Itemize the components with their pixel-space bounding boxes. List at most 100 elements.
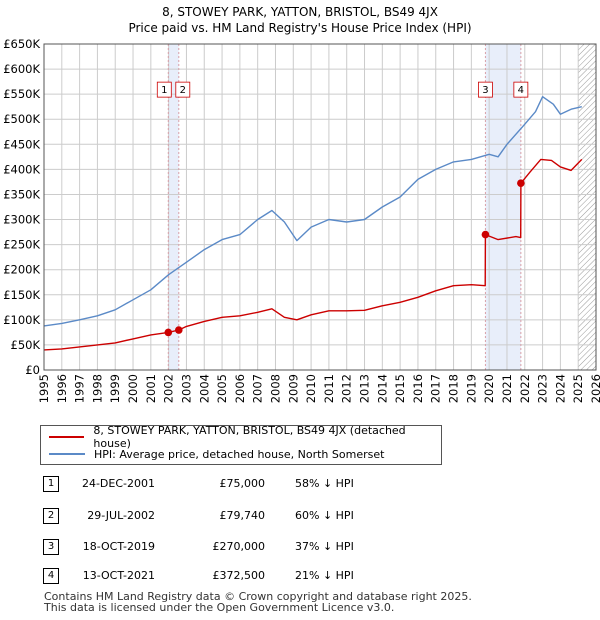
y-tick-label: £50K — [11, 338, 41, 352]
transaction-row: 4 13-OCT-2021 £372,500 21% ↓ HPI — [0, 568, 600, 590]
transaction-price: £270,000 — [212, 540, 266, 553]
x-tick-label: 2016 — [411, 374, 425, 403]
x-tick-label: 2006 — [233, 374, 247, 403]
x-tick-label: 2010 — [304, 374, 318, 403]
x-tick-label: 1995 — [37, 374, 51, 403]
x-tick-label: 2007 — [251, 374, 265, 403]
x-tick-label: 2002 — [162, 374, 176, 403]
transaction-row: 1 24-DEC-2001 £75,000 58% ↓ HPI — [0, 476, 600, 498]
transaction-point — [481, 230, 490, 239]
x-tick-label: 1998 — [90, 374, 104, 403]
transaction-number: 1 — [43, 476, 59, 492]
y-tick-label: £250K — [3, 238, 40, 252]
x-tick-label: 2009 — [286, 374, 300, 403]
x-tick-label: 2021 — [500, 374, 514, 403]
transaction-row: 2 29-JUL-2002 £79,740 60% ↓ HPI — [0, 508, 600, 530]
x-tick-label: 2026 — [589, 374, 600, 403]
transaction-price: £75,000 — [219, 477, 266, 490]
forecast-hatch — [578, 44, 596, 370]
x-tick-label: 2014 — [375, 374, 389, 403]
x-tick-label: 2017 — [429, 374, 443, 403]
transaction-label-box — [513, 81, 529, 98]
transaction-label: 2 — [180, 85, 186, 96]
property-price-line — [43, 158, 583, 351]
transaction-price: £79,740 — [219, 509, 266, 522]
x-tick-label: 2005 — [215, 374, 229, 403]
chart-legend: 8, STOWEY PARK, YATTON, BRISTOL, BS49 4J… — [40, 424, 442, 465]
x-tick-label: 2024 — [553, 374, 567, 403]
y-tick-label: £350K — [3, 187, 40, 201]
legend-label-hpi: HPI: Average price, detached house, Nort… — [94, 447, 385, 461]
y-tick-label: £200K — [3, 263, 40, 277]
transaction-hpi-diff: 21% ↓ HPI — [295, 569, 354, 582]
transaction-label-box — [478, 81, 493, 98]
x-tick-label: 2003 — [179, 374, 193, 403]
y-tick-label: £100K — [3, 313, 40, 327]
x-tick-label: 1996 — [55, 374, 69, 403]
transaction-number: 2 — [43, 508, 59, 524]
y-tick-label: £400K — [3, 162, 40, 176]
transaction-label-box — [156, 81, 172, 98]
y-tick-label: £550K — [3, 87, 40, 101]
transaction-point — [164, 328, 173, 337]
x-tick-label: 2004 — [197, 374, 211, 403]
transaction-markers: 1 2 3 4 — [156, 81, 529, 337]
x-tick-label: 2013 — [358, 374, 372, 403]
plot-frame — [43, 43, 597, 371]
series-lines — [43, 95, 583, 351]
x-tick-label: 2015 — [393, 374, 407, 403]
x-tick-label: 2008 — [268, 374, 282, 403]
y-tick-label: £150K — [3, 288, 40, 302]
shaded-period — [168, 44, 179, 370]
y-tick-label: £650K — [3, 37, 40, 51]
x-tick-label: 2000 — [126, 374, 140, 403]
y-tick-label: £450K — [3, 137, 40, 151]
footer-copyright: Contains HM Land Registry data © Crown c… — [44, 590, 472, 603]
transaction-date: 13-OCT-2021 — [82, 569, 155, 582]
x-tick-label: 1999 — [108, 374, 122, 403]
x-tick-label: 2022 — [518, 374, 532, 403]
transaction-number: 3 — [43, 539, 59, 555]
x-tick-label: 2023 — [536, 374, 550, 403]
transaction-hpi-diff: 37% ↓ HPI — [295, 540, 354, 553]
legend-swatch-property — [49, 436, 85, 438]
y-tick-label: £0 — [25, 363, 40, 377]
chart-title-address: 8, STOWEY PARK, YATTON, BRISTOL, BS49 4J… — [162, 5, 438, 19]
transaction-label-box — [175, 81, 191, 98]
transaction-date: 18-OCT-2019 — [82, 540, 155, 553]
shaded-period — [485, 44, 521, 370]
transaction-hpi-diff: 58% ↓ HPI — [295, 477, 354, 490]
price-chart: 1 2 3 4 £0 £50K £100K £150K £200K £250K £300K £350… — [3, 37, 600, 403]
x-tick-label: 2019 — [464, 374, 478, 403]
transaction-label: 4 — [518, 85, 524, 96]
x-tick-label: 2018 — [447, 374, 461, 403]
x-tick-label: 2020 — [482, 374, 496, 403]
transaction-date: 24-DEC-2001 — [81, 477, 155, 490]
footer-licence: This data is licensed under the Open Gov… — [44, 601, 395, 614]
axes: £0 £50K £100K £150K £200K £250K £300K £350K £400… — [3, 37, 600, 403]
shaded-periods — [44, 44, 596, 370]
legend-item-property: 8, STOWEY PARK, YATTON, BRISTOL, BS49 4J… — [49, 424, 441, 450]
transaction-number: 4 — [43, 568, 59, 584]
hpi-line — [43, 95, 582, 327]
x-tick-label: 1997 — [73, 374, 87, 403]
x-tick-label: 2001 — [144, 374, 158, 403]
transaction-label: 3 — [482, 85, 488, 96]
legend-label-property: 8, STOWEY PARK, YATTON, BRISTOL, BS49 4J… — [93, 424, 406, 450]
y-tick-label: £500K — [3, 112, 40, 126]
transaction-label: 1 — [161, 85, 167, 96]
legend-item-hpi: HPI: Average price, detached house, Nort… — [49, 446, 384, 462]
transaction-point — [174, 326, 183, 334]
transaction-point — [517, 179, 525, 187]
x-tick-label: 2011 — [322, 374, 336, 403]
transaction-row: 3 18-OCT-2019 £270,000 37% ↓ HPI — [0, 539, 600, 561]
transaction-price: £372,500 — [212, 569, 266, 582]
y-tick-label: £300K — [3, 213, 40, 227]
transaction-date: 29-JUL-2002 — [87, 509, 155, 522]
legend-swatch-hpi — [49, 453, 85, 455]
y-tick-label: £600K — [3, 62, 40, 76]
chart-subtitle: Price paid vs. HM Land Registry's House … — [128, 21, 472, 35]
x-tick-label: 2025 — [571, 374, 585, 403]
transaction-hpi-diff: 60% ↓ HPI — [295, 509, 354, 522]
x-tick-label: 2012 — [340, 374, 354, 403]
